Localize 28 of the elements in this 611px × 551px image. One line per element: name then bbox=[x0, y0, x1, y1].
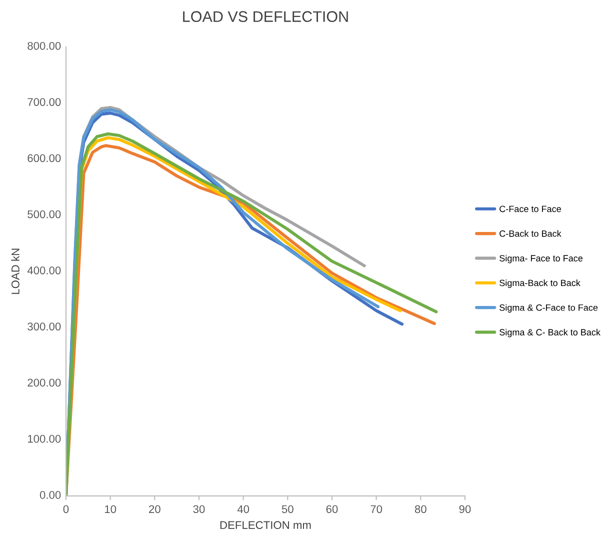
y-tick-label: 600.00 bbox=[28, 154, 61, 162]
x-axis-title: DEFLECTION mm bbox=[220, 521, 311, 529]
x-tick-label: 80 bbox=[414, 505, 426, 514]
y-tick-label: 100.00 bbox=[28, 434, 61, 443]
legend-label: Sigma-Back to Back bbox=[500, 279, 580, 288]
x-tick-label: 40 bbox=[237, 505, 250, 514]
x-tick-label: 10 bbox=[104, 505, 116, 514]
x-tick-label: 50 bbox=[282, 505, 294, 514]
x-tick-label: 60 bbox=[326, 505, 338, 514]
x-tick-label: 20 bbox=[149, 505, 160, 514]
x-tick-label: 30 bbox=[193, 505, 205, 514]
x-tick-label: 0 bbox=[63, 505, 69, 514]
legend-label: Sigma & C-Face to Face bbox=[500, 304, 598, 313]
y-tick-label: 0.00 bbox=[40, 491, 61, 499]
y-axis-title: LOAD kN bbox=[11, 248, 20, 294]
y-tick-label: 300.00 bbox=[28, 322, 61, 330]
legend-label: C-Face to Face bbox=[500, 206, 561, 212]
y-tick-label: 200.00 bbox=[28, 378, 61, 387]
y-tick-label: 800.00 bbox=[28, 42, 61, 50]
legend-label: Sigma & C- Back to Back bbox=[500, 328, 600, 338]
legend-label: Sigma- Face to Face bbox=[500, 254, 583, 264]
x-tick-label: 70 bbox=[370, 505, 382, 514]
y-tick-label: 500.00 bbox=[28, 210, 61, 218]
x-tick-label: 90 bbox=[459, 505, 471, 514]
chart-title: LOAD VS DEFLECTION bbox=[183, 11, 348, 22]
y-tick-label: 400.00 bbox=[27, 266, 61, 274]
y-tick-label: 700.00 bbox=[28, 98, 61, 106]
legend-label: C-Back to Back bbox=[500, 230, 562, 237]
